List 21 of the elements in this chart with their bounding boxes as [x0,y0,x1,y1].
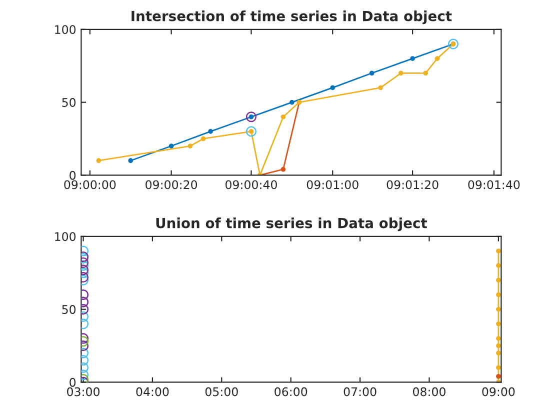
x-tick-label: 09:01:00 [306,180,358,190]
x-tick-label: 09:01:40 [468,180,520,190]
y-tick-label: 100 [55,232,76,242]
y-tick-label: 100 [55,25,76,34]
x-tick-label: 09:00:40 [226,180,277,190]
x-tick-label: 05:00 [205,387,238,396]
y-tick-label: 0 [70,170,76,180]
x-tick-label: 06:00 [274,387,308,396]
x-tick-label: 04:00 [136,387,169,396]
chart-title: Intersection of time series in Data object [132,10,452,24]
x-tick-label: 09:00:00 [64,180,116,190]
y-tick-label: 50 [62,305,76,314]
x-tick-label: 09:00 [482,387,515,396]
x-tick-label: 08:00 [413,387,446,396]
y-tick-label: 50 [62,98,76,107]
x-tick-label: 03:00 [67,387,100,396]
chart-title: Union of time series in Data object [156,218,428,232]
x-tick-label: 09:00:20 [146,180,198,190]
x-tick-label: 07:00 [344,387,376,396]
y-tick-label: 0 [70,378,76,387]
x-tick-label: 09:01:20 [386,180,438,190]
